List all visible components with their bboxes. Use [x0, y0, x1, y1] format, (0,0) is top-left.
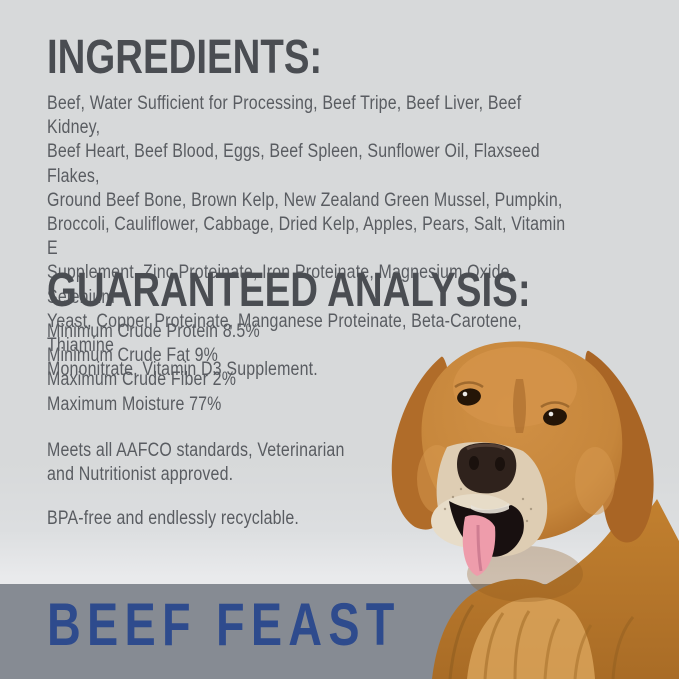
ingredients-heading: INGREDIENTS: — [47, 31, 323, 84]
dog-nose — [457, 442, 517, 494]
golden-retriever-photo — [391, 341, 679, 679]
dog-mouth — [449, 501, 524, 576]
ingredients-list: Beef, Water Sufficient for Processing, B… — [47, 93, 566, 381]
product-name: BEEF FEAST — [47, 591, 401, 658]
dog-head — [417, 341, 623, 576]
guaranteed-analysis-heading: GUARANTEED ANALYSIS: — [47, 264, 531, 317]
aafco-statement: Meets all AAFCO standards, Veterinarian … — [47, 440, 345, 486]
dog-body — [432, 499, 679, 679]
guaranteed-analysis-values: Minimum Crude Protein 8.5% Minimum Crude… — [47, 321, 260, 415]
dog-whisker-dots — [443, 487, 533, 523]
dog-eyes — [454, 381, 570, 426]
bpa-statement: BPA-free and endlessly recyclable. — [47, 508, 300, 529]
